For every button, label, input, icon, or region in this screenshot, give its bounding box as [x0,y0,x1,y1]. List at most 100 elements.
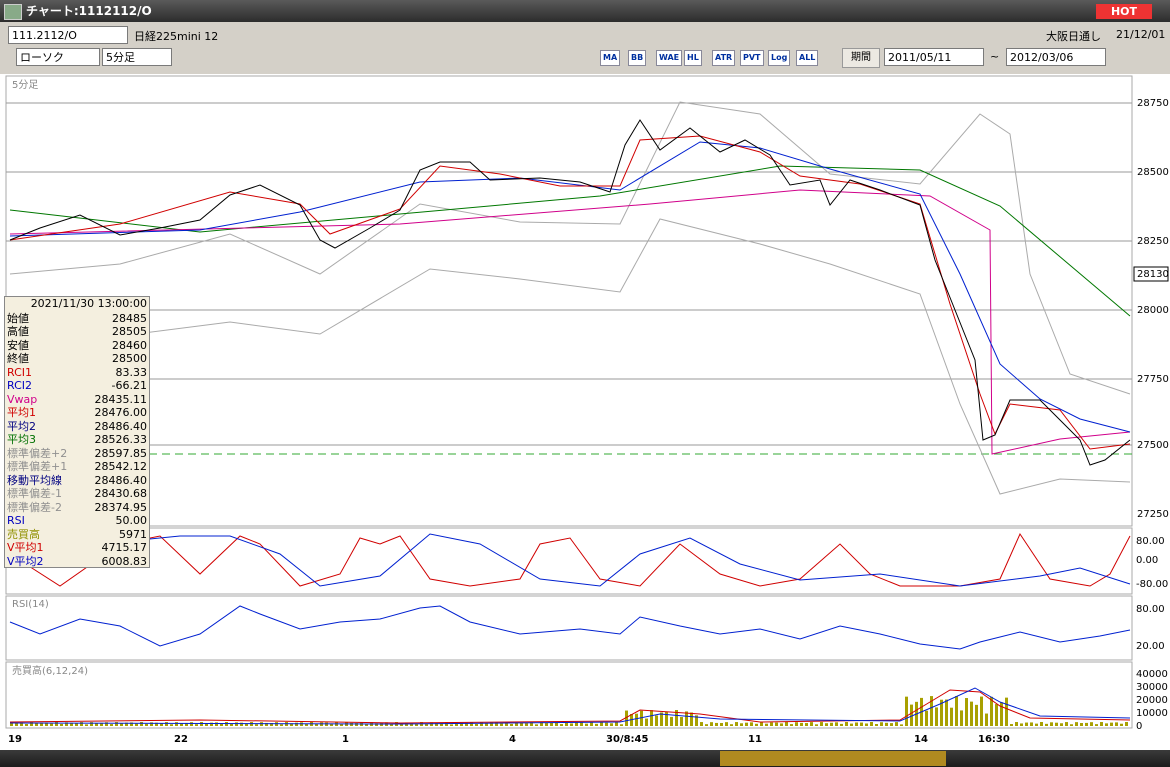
volume-bar [130,722,133,726]
volume-bar [70,722,73,726]
volume-bar [85,724,88,726]
scrollbar[interactable] [0,750,1170,767]
volume-bar [455,722,458,726]
volume-bar [80,722,83,726]
info-label: 標準偏差-1 [7,487,62,500]
volume-bar [1110,722,1113,726]
window-title: チャート:1112112/O [26,4,152,18]
info-label: 高値 [7,325,29,338]
info-row: V平均1 4715.17 [7,541,147,555]
volume-bar [740,723,743,726]
indicator-icon[interactable]: PVT [740,50,764,66]
volume-bar [435,722,438,726]
volume-bar [760,722,763,726]
volume-bar [1020,723,1023,726]
price-tick-label: 28500 [1137,167,1169,178]
volume-bar [620,724,623,726]
volume-bar [635,713,638,726]
volume-bar [15,722,18,726]
volume-bar [995,704,998,726]
instrument-name: 日経225mini 12 [134,30,219,43]
volume-bar [685,711,688,726]
info-value: 28500 [112,352,147,365]
volume-bar [30,722,33,726]
volume-bar [575,722,578,726]
volume-bar [1005,697,1008,726]
volume-bar [675,710,678,726]
interval-select[interactable]: 5分足 [102,48,172,66]
indicator-icon[interactable]: WAE [656,50,683,66]
indicator-icon[interactable]: ATR [712,50,736,66]
volume-bar [930,696,933,726]
volume-bar [855,722,858,726]
indicator-icon[interactable]: HL [684,50,702,66]
volume-bar [190,722,193,726]
volume-bar [860,722,863,726]
hot-badge[interactable]: HOT [1096,4,1152,19]
volume-bar [125,722,128,726]
date-separator: ~ [990,50,1000,63]
chart-style-select[interactable]: ローソク [16,48,100,66]
volume-bar [770,722,773,726]
volume-bar [150,722,153,726]
info-value: 4715.17 [101,541,148,554]
volume-bar [355,723,358,726]
volume-tick-label: 10000 [1136,708,1168,719]
volume-bar [805,723,808,726]
volume-bar [615,722,618,726]
volume-bar [535,724,538,726]
volume-bar [650,710,653,726]
volume-bar [595,723,598,726]
period-button[interactable]: 期間 [842,48,880,68]
info-row: 移動平均線 28486.40 [7,474,147,488]
info-row: Vwap 28435.11 [7,393,147,407]
price-tick-label: 28250 [1137,236,1169,247]
info-value: 50.00 [115,514,148,527]
volume-bar [95,723,98,726]
volume-bar [1010,724,1013,726]
indicator-icon[interactable]: MA [600,50,621,66]
volume-bar [340,724,343,726]
rci-tick-label: -80.00 [1136,579,1168,590]
volume-bar [265,722,268,726]
scroll-thumb[interactable] [720,751,946,766]
volume-bar [280,724,283,726]
volume-bar [375,723,378,726]
volume-bar [745,722,748,726]
volume-bar [600,722,603,726]
volume-bar [820,722,823,726]
volume-bar [160,723,163,726]
volume-bar [230,723,233,726]
volume-bar [1120,723,1123,726]
volume-bar [1045,723,1048,726]
volume-bar [725,722,728,726]
start-date[interactable]: 2011/05/11 [884,48,984,66]
volume-bar [910,704,913,726]
volume-bar [845,722,848,726]
volume-bar [625,710,628,726]
time-label: 19 [8,734,22,745]
indicator-icon[interactable]: Log [768,50,791,66]
volume-bar [660,712,663,726]
info-label: 安値 [7,338,29,352]
volume-bar [205,723,208,726]
volume-bar [115,722,118,726]
volume-bar [580,722,583,726]
volume-tick-label: 0 [1136,721,1142,732]
indicator-icon[interactable]: ALL [796,50,819,66]
indicator-icon[interactable]: BB [628,50,647,66]
volume-bar [220,723,223,726]
volume-bar [1040,722,1043,726]
volume-bar [1065,722,1068,726]
volume-bar [965,698,968,726]
rsi-tick-label: 80.00 [1136,604,1165,615]
end-date[interactable]: 2012/03/06 [1006,48,1106,66]
symbol-field[interactable]: 111.2112/O [8,26,128,44]
time-label: 14 [914,734,928,745]
volume-bar [480,722,483,726]
volume-bar [485,723,488,726]
volume-bar [705,724,708,726]
volume-bar [875,724,878,726]
volume-bar [945,699,948,726]
volume-bar [400,723,403,726]
